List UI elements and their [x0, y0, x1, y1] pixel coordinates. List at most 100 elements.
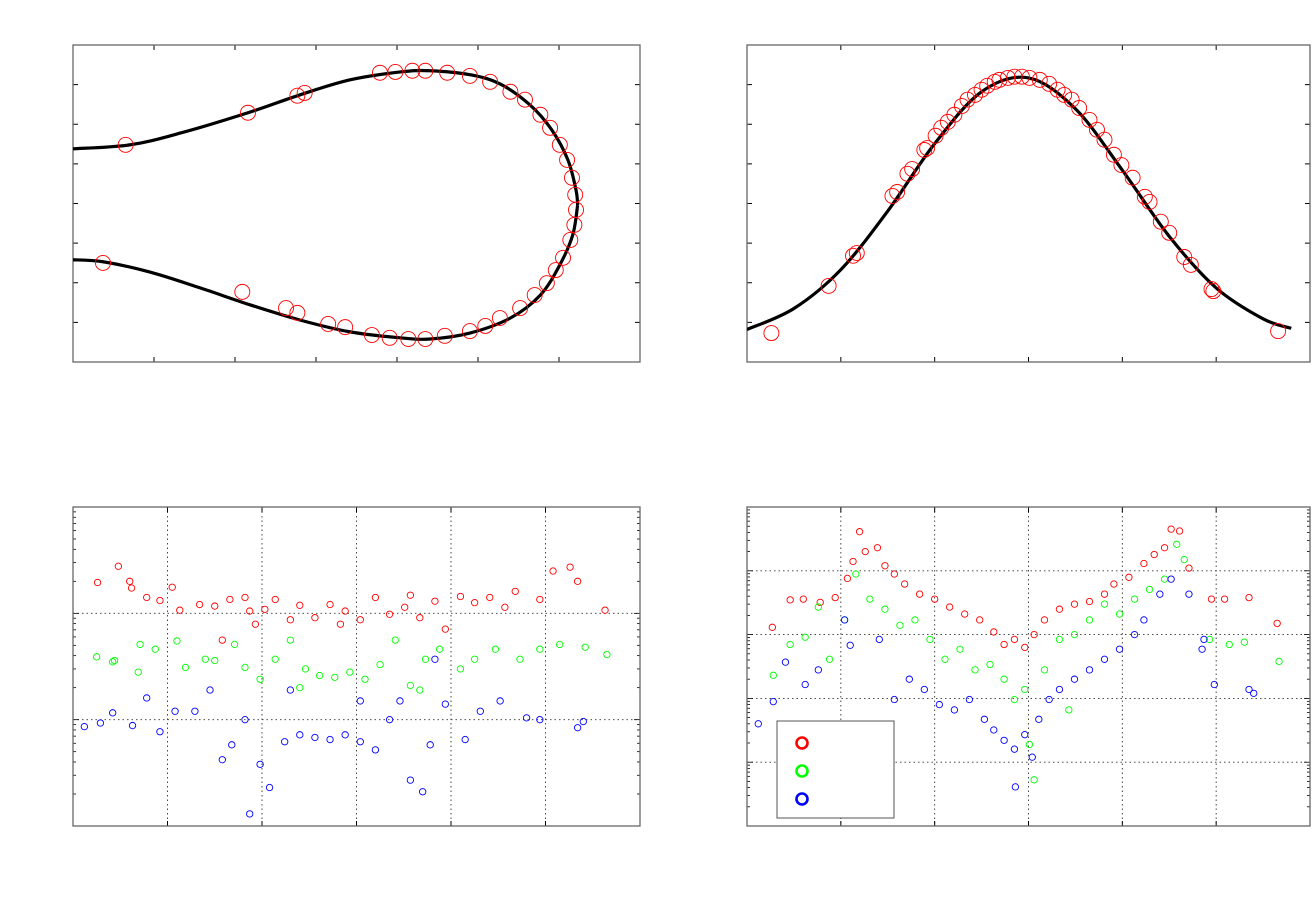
data-point-series-1 — [127, 584, 136, 592]
data-point-series-3 — [1245, 685, 1253, 694]
data-point-series-1 — [843, 574, 852, 583]
data-point-series-3 — [1000, 736, 1008, 745]
data-point-series-3 — [980, 715, 989, 723]
data-point-series-3 — [356, 697, 364, 705]
data-point-series-3 — [356, 738, 364, 746]
data-point-series-2 — [926, 635, 934, 644]
data-point-series-2 — [201, 655, 209, 663]
data-point — [916, 142, 933, 158]
data-point-series-2 — [986, 660, 994, 669]
data-point-series-3 — [522, 714, 531, 722]
data-point — [1013, 68, 1030, 85]
data-point-series-3 — [1200, 635, 1208, 644]
data-point-series-2 — [416, 686, 424, 694]
data-point-series-2 — [852, 570, 860, 578]
fitted-curve — [73, 204, 580, 341]
data-point — [439, 64, 456, 81]
fitted-curve — [747, 75, 1292, 331]
axes-frame — [72, 44, 641, 363]
data-point-series-3 — [1021, 731, 1029, 739]
data-point-series-2 — [536, 645, 544, 653]
data-point-series-1 — [401, 603, 409, 611]
data-point-series-1 — [549, 567, 557, 575]
data-point-series-2 — [1070, 630, 1079, 639]
data-point — [1270, 323, 1287, 340]
data-point — [820, 277, 837, 294]
data-point-series-3 — [191, 707, 199, 715]
data-point-series-1 — [1160, 544, 1169, 552]
data-point — [1021, 69, 1038, 86]
data-point-series-1 — [246, 607, 254, 615]
data-point-series-1 — [385, 610, 394, 618]
chart-top-right — [746, 44, 1311, 363]
data-point — [927, 127, 944, 144]
data-point-series-1 — [1140, 559, 1148, 568]
data-point-series-1 — [816, 598, 824, 607]
data-point-series-3 — [573, 724, 582, 732]
data-point — [95, 254, 111, 271]
legend-box — [776, 720, 895, 819]
data-point-series-1 — [218, 636, 226, 644]
data-point — [959, 91, 976, 108]
data-point-series-1 — [601, 606, 609, 614]
data-point-series-1 — [261, 605, 269, 614]
data-point — [278, 300, 294, 317]
data-point-series-1 — [931, 595, 939, 603]
data-point-series-3 — [476, 707, 484, 715]
data-point-series-2 — [436, 645, 444, 653]
data-point-series-3 — [1115, 645, 1124, 653]
data-point — [526, 287, 543, 303]
fitted-curve — [73, 68, 580, 206]
data-point-series-3 — [935, 700, 944, 709]
data-point-series-1 — [1185, 564, 1193, 572]
plot-area — [754, 525, 1283, 791]
data-point-series-1 — [341, 607, 349, 615]
data-point — [542, 119, 559, 136]
data-point-series-2 — [406, 681, 415, 690]
data-point-series-2 — [1240, 638, 1248, 646]
data-point-series-2 — [1160, 575, 1169, 583]
data-point-series-3 — [1010, 745, 1019, 753]
data-point-series-3 — [905, 675, 913, 683]
data-point-series-2 — [211, 656, 219, 665]
data-point-series-2 — [786, 640, 794, 649]
data-point-series-1 — [1125, 573, 1133, 581]
data-point-series-3 — [246, 810, 254, 818]
plot-area — [747, 68, 1292, 342]
data-point-series-3 — [326, 735, 334, 744]
data-point-series-2 — [1030, 776, 1038, 784]
data-point — [482, 73, 499, 90]
data-point-series-1 — [1220, 595, 1229, 603]
data-point-series-1 — [536, 595, 544, 604]
data-point-series-3 — [426, 741, 434, 749]
data-point-series-2 — [491, 645, 500, 653]
legend-marker — [795, 792, 809, 806]
data-point-series-2 — [866, 595, 874, 603]
data-point — [1105, 146, 1122, 163]
data-point-series-1 — [1000, 640, 1008, 649]
data-point — [763, 325, 780, 342]
data-point-series-2 — [301, 665, 310, 673]
data-point-series-1 — [1167, 525, 1175, 533]
data-point-series-3 — [920, 685, 928, 694]
data-point-series-3 — [781, 658, 790, 666]
data-point-series-1 — [768, 623, 776, 631]
data-point-series-3 — [965, 695, 974, 704]
data-point-series-2 — [296, 684, 304, 692]
data-point-series-2 — [896, 621, 904, 629]
data-point-series-1 — [831, 593, 839, 602]
data-point — [1071, 100, 1088, 116]
data-point — [381, 329, 398, 346]
data-point-series-1 — [1110, 580, 1118, 588]
data-point-series-3 — [1028, 753, 1036, 761]
data-point-series-1 — [470, 599, 479, 607]
data-point-series-3 — [371, 746, 380, 754]
data-point-series-3 — [1011, 783, 1020, 791]
data-point-series-1 — [114, 562, 123, 570]
data-point-series-2 — [136, 640, 144, 649]
data-point-series-3 — [228, 741, 236, 749]
data-point — [555, 249, 571, 266]
data-point-series-1 — [431, 597, 439, 605]
data-point-series-3 — [418, 788, 427, 796]
data-point-series-3 — [281, 738, 289, 746]
